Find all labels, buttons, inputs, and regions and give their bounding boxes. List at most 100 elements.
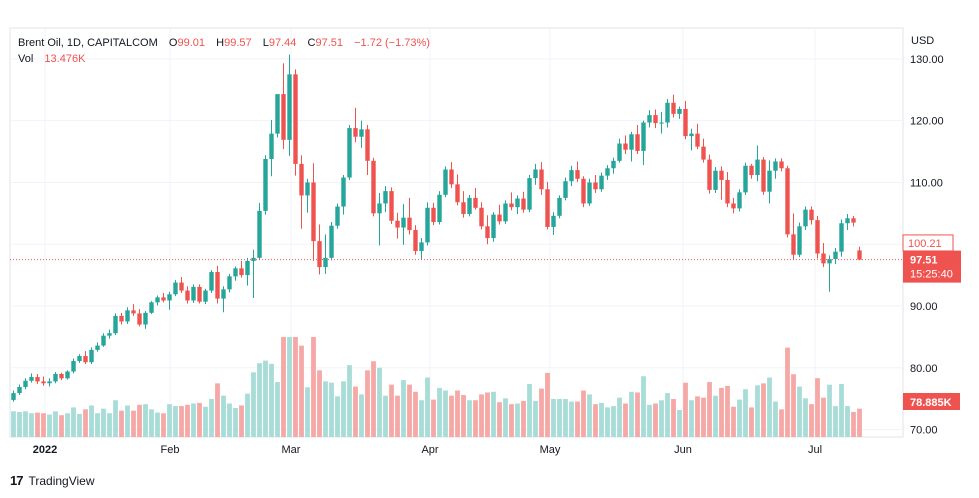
candle-body xyxy=(53,373,58,382)
volume-label: Vol xyxy=(18,53,34,65)
candle-body xyxy=(95,345,100,350)
price-tick-label: 130.00 xyxy=(910,54,944,66)
volume-bar xyxy=(725,385,730,437)
candle-body xyxy=(755,159,760,176)
volume-bar xyxy=(329,382,334,437)
candle-body xyxy=(311,182,316,242)
time-tick-label: Jun xyxy=(674,444,692,456)
candle-body xyxy=(47,381,52,384)
volume-bar xyxy=(191,403,196,437)
low-label: L xyxy=(262,37,269,49)
change-value: −1.72 (−1.73%) xyxy=(354,37,430,49)
volume-bar xyxy=(215,383,220,437)
candle-body xyxy=(605,168,610,176)
volume-bar xyxy=(599,402,604,437)
open-label: O xyxy=(168,37,178,49)
volume-bar xyxy=(239,405,244,437)
volume-bar xyxy=(17,411,22,437)
candle-body xyxy=(695,133,700,147)
volume-bar xyxy=(197,402,202,437)
candle-body xyxy=(215,272,220,299)
high-value: 99.57 xyxy=(224,37,252,49)
volume-bar xyxy=(149,409,154,437)
time-tick-label: Feb xyxy=(161,444,180,456)
candle-body xyxy=(743,165,748,193)
candle-body xyxy=(305,182,310,196)
candle-body xyxy=(353,128,358,137)
candle-body xyxy=(395,220,400,228)
volume-bar xyxy=(623,403,628,437)
tradingview-logo-icon: 17 xyxy=(10,473,24,488)
volume-bar xyxy=(431,399,436,437)
volume-bar xyxy=(299,345,304,437)
candle-body xyxy=(257,210,262,258)
candle-body xyxy=(779,161,784,169)
candle-body xyxy=(455,184,460,203)
candle-body xyxy=(539,169,544,190)
volume-bar xyxy=(707,382,712,437)
candle-body xyxy=(665,102,670,123)
volume-bar xyxy=(815,378,820,437)
candle-body xyxy=(341,177,346,207)
candle-body xyxy=(461,202,466,214)
time-tick-label: Jul xyxy=(808,444,822,456)
candle-body xyxy=(785,168,790,235)
volume-bar xyxy=(791,374,796,437)
candle-body xyxy=(545,189,550,227)
candle-body xyxy=(689,133,694,137)
candle-body xyxy=(635,134,640,151)
candle-body xyxy=(725,179,730,204)
volume-bar xyxy=(857,408,862,437)
volume-bar xyxy=(35,412,40,437)
volume-bar xyxy=(761,383,766,437)
candle-body xyxy=(239,268,244,276)
candle-body xyxy=(17,386,22,394)
volume-bar xyxy=(281,337,286,437)
candles xyxy=(11,54,862,402)
volume-bar xyxy=(203,406,208,437)
candle-body xyxy=(503,203,508,222)
candle-body xyxy=(221,289,226,299)
volume-label-box xyxy=(903,393,960,410)
candle-body xyxy=(143,312,148,325)
price-tick-label: 120.00 xyxy=(910,116,944,128)
volume-bar xyxy=(557,398,562,437)
volume-bar xyxy=(83,409,88,437)
candle-body xyxy=(761,159,766,192)
candle-body xyxy=(167,294,172,301)
volume-bar xyxy=(353,386,358,437)
time-axis[interactable]: 2022 Feb Mar Apr May Jun Jul xyxy=(33,444,822,456)
candle-body xyxy=(647,115,652,123)
candle-body xyxy=(797,226,802,255)
candle-body xyxy=(35,377,40,382)
candle-body xyxy=(593,182,598,190)
footer-branding[interactable]: 17 TradingView xyxy=(10,473,95,488)
volume-bar xyxy=(749,407,754,437)
candle-body xyxy=(791,234,796,255)
candle-body xyxy=(629,134,634,150)
candle-body xyxy=(11,393,16,400)
candle-body xyxy=(575,170,580,179)
candle-body xyxy=(767,170,772,192)
volume-bar xyxy=(419,400,424,437)
candle-body xyxy=(347,128,352,178)
symbol-title: Brent Oil, 1D, CAPITALCOM xyxy=(18,37,158,49)
volume-bar xyxy=(701,397,706,437)
close-label: C xyxy=(307,37,316,49)
candle-body xyxy=(581,178,586,204)
candle-body xyxy=(857,250,862,260)
candle-body xyxy=(839,223,844,252)
candle-body xyxy=(707,159,712,190)
candle-body xyxy=(587,182,592,204)
volume-bar xyxy=(467,400,472,437)
volume-bar xyxy=(641,376,646,437)
candle-body xyxy=(209,272,214,291)
volume-bar xyxy=(59,415,64,437)
candle-body xyxy=(407,217,412,231)
open-value: 99.01 xyxy=(177,37,205,49)
volume-bar xyxy=(113,400,118,437)
volume-bar xyxy=(779,409,784,437)
candle-body xyxy=(299,163,304,196)
volume-bar xyxy=(167,404,172,437)
